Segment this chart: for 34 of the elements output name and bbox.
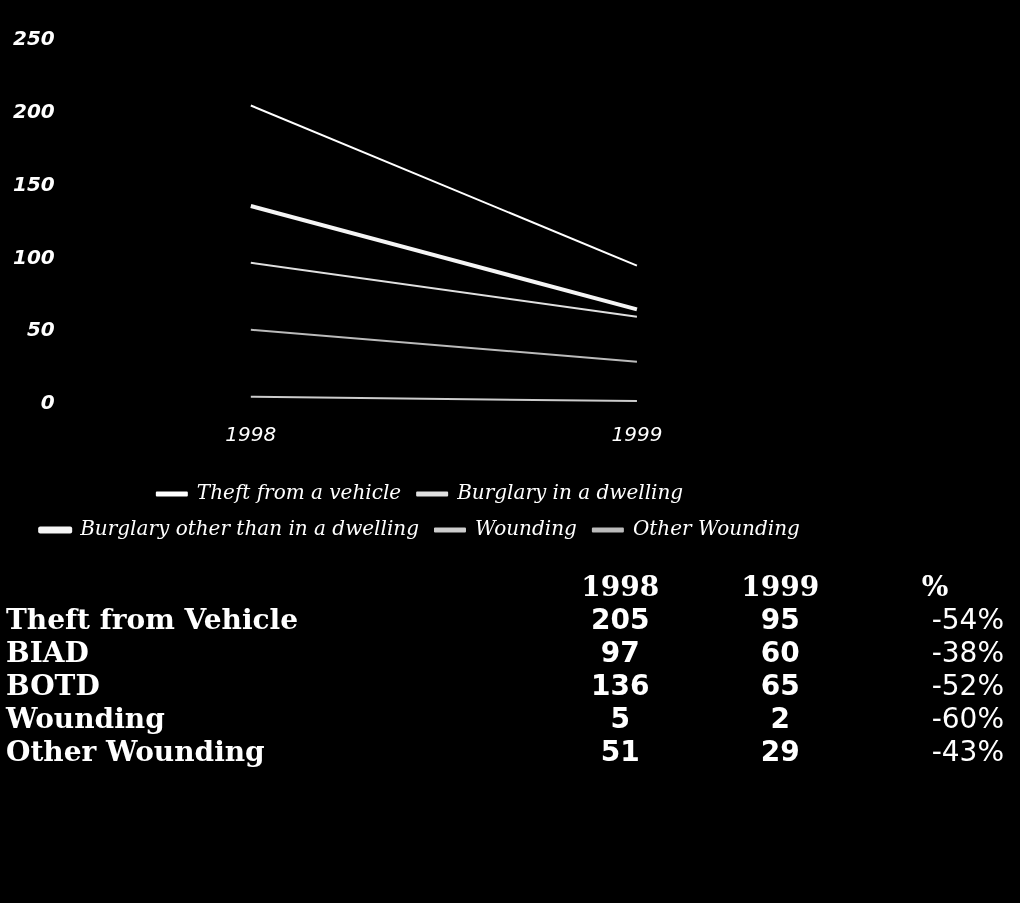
text: 65 xyxy=(759,669,801,702)
legend-label: Wounding xyxy=(474,516,577,541)
legend-label: Burglary in a dwelling xyxy=(456,480,684,505)
text: -38% xyxy=(930,636,1005,669)
text: 5 xyxy=(609,702,632,735)
text: 2 xyxy=(769,702,791,735)
text: 97 xyxy=(599,636,641,669)
text: 29 xyxy=(759,735,801,768)
text: BIAD xyxy=(5,636,90,669)
text: Other Wounding xyxy=(5,735,266,768)
y-tick-label: 50 xyxy=(26,317,55,342)
text: 60 xyxy=(759,636,801,669)
y-tick-label: 0 xyxy=(40,390,55,415)
text: -52% xyxy=(930,669,1005,702)
legend-label: Burglary other than in a dwelling xyxy=(79,516,419,541)
y-tick-label: 150 xyxy=(13,171,55,196)
text: 205 xyxy=(590,603,651,636)
text: 1999 xyxy=(740,570,821,603)
y-tick-label: 100 xyxy=(13,244,55,269)
text: -54% xyxy=(930,603,1005,636)
text: 51 xyxy=(599,735,641,768)
text: % xyxy=(920,570,950,603)
legend-label: Other Wounding xyxy=(632,516,800,541)
legend-label: Theft from a vehicle xyxy=(196,480,402,505)
text: 136 xyxy=(590,669,651,702)
text: 1998 xyxy=(580,570,661,603)
text: 95 xyxy=(759,603,801,636)
text: Theft from Vehicle xyxy=(5,603,300,636)
text: BOTD xyxy=(5,669,101,702)
y-tick-label: 250 xyxy=(13,26,55,51)
text: -43% xyxy=(930,735,1005,768)
y-tick-label: 200 xyxy=(13,99,55,123)
text: -60% xyxy=(930,702,1005,735)
text: Wounding xyxy=(4,702,166,735)
